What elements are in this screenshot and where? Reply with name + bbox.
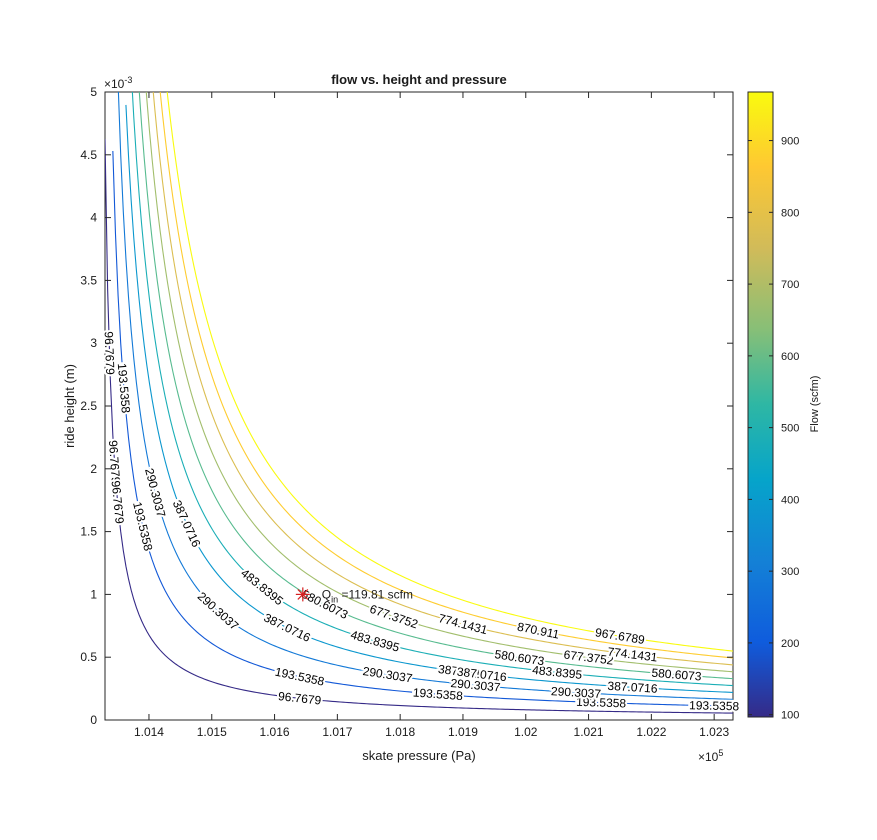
- contour-line-10: [166, 92, 733, 652]
- contour-line-9: [159, 92, 733, 659]
- contour-line-1: [105, 139, 733, 714]
- colorbar-label: Flow (scfm): [809, 376, 821, 433]
- x-tick-label: 1.018: [385, 725, 415, 739]
- y-exponent-base: ×10: [104, 77, 125, 91]
- x-exponent-label: ×105: [698, 748, 723, 764]
- x-tick-label: 1.023: [699, 725, 729, 739]
- y-tick-label: 2.5: [80, 399, 97, 413]
- x-exponent-power: 5: [718, 748, 723, 758]
- plot-area: [104, 91, 734, 721]
- contour-label: 193.5358: [576, 695, 627, 711]
- contour-line-8: [152, 92, 733, 666]
- contour-label: 96.7679: [109, 480, 127, 525]
- x-axis-label: skate pressure (Pa): [362, 748, 475, 763]
- x-tick-label: 1.021: [574, 725, 604, 739]
- contour-label: 193.5358: [689, 698, 740, 713]
- contour-label: 193.5358: [115, 363, 133, 414]
- colorbar: [747, 91, 774, 718]
- y-tick-label: 4: [90, 211, 97, 225]
- colorbar-tick-label: 200: [781, 638, 799, 650]
- contour-label: 96.7679: [102, 331, 118, 375]
- x-tick-label: 1.022: [636, 725, 666, 739]
- contour-line-7: [145, 92, 733, 673]
- contour-label: 290.3037: [551, 684, 602, 701]
- y-exponent-power: -3: [124, 75, 132, 85]
- marker-label-main: Q: [322, 587, 331, 601]
- y-tick-label: 0.5: [80, 650, 97, 664]
- y-tick-label: 5: [90, 85, 97, 99]
- y-tick-label: 4.5: [80, 148, 97, 162]
- colorbar-tick-label: 700: [781, 279, 799, 291]
- x-tick-label: 1.019: [448, 725, 478, 739]
- y-exponent-label: ×10-3: [104, 75, 132, 91]
- contour-label: 193.5358: [412, 685, 463, 703]
- y-tick-label: 3.5: [80, 273, 97, 287]
- colorbar-tick-label: 900: [781, 136, 799, 148]
- contour-line-3: [117, 92, 733, 700]
- marker-stroke: [297, 588, 309, 600]
- y-tick-label: 3: [90, 336, 97, 350]
- marker-label-sub: in: [331, 594, 338, 604]
- contour-line-5: [131, 92, 733, 687]
- contour-line-4: [125, 104, 733, 693]
- contour-label: 96.7679: [277, 689, 322, 708]
- contour-lines: [105, 92, 733, 714]
- x-tick-label: 1.015: [197, 725, 227, 739]
- colorbar-tick-label: 100: [781, 710, 799, 722]
- chart-title: flow vs. height and pressure: [331, 72, 507, 87]
- y-tick-label: 1: [90, 587, 97, 601]
- x-tick-label: 1.02: [514, 725, 538, 739]
- contour-label: 580.6073: [651, 666, 702, 684]
- contour-line-6: [138, 92, 733, 680]
- colorbar-tick-label: 400: [781, 494, 799, 506]
- y-axis-ticks: 0 0.5 1 1.5 2 2.5 3 3.5 4 4.5 5: [80, 85, 733, 727]
- contour-label: 290.3037: [450, 676, 501, 695]
- y-tick-label: 1.5: [80, 525, 97, 539]
- colorbar-tick-label: 500: [781, 423, 799, 435]
- colorbar-ticks: 100 200 300 400 500 600 700 800 900: [748, 136, 799, 722]
- x-tick-label: 1.016: [260, 725, 290, 739]
- colorbar-tick-label: 800: [781, 207, 799, 219]
- marker-label-rest: =119.81 scfm: [338, 587, 413, 601]
- y-tick-label: 2: [90, 462, 97, 476]
- contour-line-2: [112, 150, 733, 707]
- x-tick-label: 1.014: [134, 725, 164, 739]
- x-tick-label: 1.017: [322, 725, 352, 739]
- y-axis-label: ride height (m): [62, 364, 77, 448]
- x-axis-ticks: 1.014 1.015 1.016 1.017 1.018 1.019 1.02 1.021 1…: [134, 92, 729, 739]
- x-exponent-base: ×10: [698, 750, 719, 764]
- contour-label: 96.7679: [106, 440, 123, 485]
- colorbar-tick-label: 300: [781, 566, 799, 578]
- operating-point-marker: [295, 587, 310, 602]
- colorbar-tick-label: 600: [781, 351, 799, 363]
- operating-point-label: Qin =119.81 scfm: [322, 587, 413, 604]
- y-tick-label: 0: [90, 713, 97, 727]
- contour-label: 387.0716: [607, 679, 658, 696]
